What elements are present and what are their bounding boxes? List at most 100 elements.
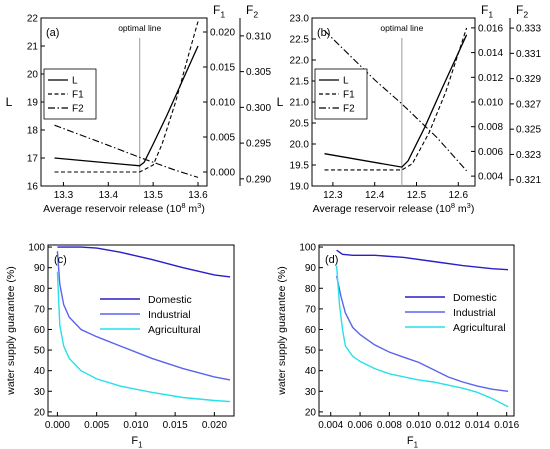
panel-d-x-tick-label: 0.004 [318,420,343,431]
panel-a-f1-tick-label: 0.000 [210,168,235,179]
panel-a-f1-tick-label: 0.005 [210,133,235,144]
panel-d-x-tick-label: 0.008 [377,420,402,431]
panel-c-series-agricultural [56,271,231,403]
panel-d-x-tick-label: 0.006 [348,420,373,431]
panel-d-y-tick-label: 100 [299,243,316,254]
panel-a-left-tick-label: 21 [27,42,39,53]
panel-b-panel-label: (b) [317,27,330,39]
panel-b-f1-tick-label: 0.004 [478,172,503,183]
panel-d-plot-frame [318,244,515,417]
panel-c-y-tick-label: 60 [34,325,46,336]
panel-a-f2-tick-label: 0.310 [246,31,271,42]
panel-a-panel-label: (a) [46,27,59,39]
panel-c-y-tick-label: 40 [34,366,46,377]
panel-b-left-tick-label: 23.0 [290,14,310,25]
panel-c-x-tick-label: 0.015 [163,420,188,431]
panel-b-left-tick-label: 19.5 [290,161,310,172]
panel-d-series-domestic [336,249,509,271]
panel-d-panel-label: (d) [325,254,338,266]
panel-b-left-tick-label: 20.0 [290,140,310,151]
panel-a-legend-box [43,68,97,120]
panel-b-left-axis-label: L [277,95,284,109]
panel-c-y-tick-label: 20 [34,407,46,418]
panel-a-left-tick-label: 17 [27,154,39,165]
panel-c-series-industrial [56,251,231,381]
panel-b-f2-tick-label: 0.331 [516,49,541,60]
panel-d-x-axis-label: F1 [407,435,419,449]
panel-d-y-tick-label: 80 [305,284,317,295]
panel-c-x-tick-label: 0.000 [45,420,70,431]
panel-b-x-axis-label: Average reservoir release (108 m3) [313,201,475,215]
panel-d-chart: 0.004 0.006 0.008 0.010 0.012 0.014 0.016 F1 20 3… [276,243,520,449]
panel-b-x-tick-label: 12.4 [365,190,385,201]
panel-d-x-tick-label: 0.014 [465,420,490,431]
panel-d-y-tick-label: 90 [305,263,317,274]
panel-b-f2-tick-label: 0.333 [516,24,541,35]
panel-c-legend-label: Agricultural [148,324,201,336]
panel-b-f2-tick-label: 0.321 [516,175,541,186]
panel-c-x-tick-label: 0.005 [84,420,109,431]
panel-b-optimal-line-label: optimal line [380,23,423,33]
panel-a-f2-tick-label: 0.300 [246,103,271,114]
panel-a-legend-label: F1 [72,90,84,101]
panel-a-f1-tick-label: 0.015 [210,63,235,74]
panel-d-legend-label: Agricultural [453,322,506,334]
panel-c-plot-frame [47,244,235,417]
panel-a-f2-axis-label: F2 [246,3,258,20]
panel-b-f1-axis-label: F1 [481,3,493,20]
panel-c-legend-label: Industrial [148,309,191,321]
panel-b-f1-tick-label: 0.006 [478,147,503,158]
panel-d-y-tick-label: 70 [305,304,317,315]
panel-a-x-tick-label: 13.6 [188,190,208,201]
panel-c-y-tick-label: 90 [34,263,46,274]
panel-d-x-tick-label: 0.010 [406,420,431,431]
panel-b-f2-tick-label: 0.329 [516,74,541,85]
panel-c-x-axis-label: F1 [131,435,143,449]
panel-b-legend-box [314,68,368,120]
panel-d-y-tick-label: 30 [305,387,317,398]
panel-a-legend-label: F2 [72,104,84,115]
panel-c-legend-label: Domestic [148,294,192,306]
panel-d-series-agricultural [335,265,509,408]
panel-c-y-tick-label: 50 [34,346,46,357]
panel-d-x-tick-label: 0.016 [494,420,519,431]
panel-a-f2-tick-label: 0.290 [246,174,271,185]
panel-b-left-tick-label: 20.5 [290,119,310,130]
panel-a-f2-tick-label: 0.295 [246,139,271,150]
panel-a-left-tick-label: 16 [27,182,39,193]
panel-d-y-tick-label: 20 [305,407,317,418]
panel-c-x-tick-label: 0.010 [123,420,148,431]
panel-d-y-tick-label: 40 [305,366,317,377]
panel-c-y-axis-label: water supply guarantee (%) [5,266,17,395]
panel-a-series-f2 [54,124,199,178]
panel-a-left-tick-label: 19 [27,98,39,109]
panel-b-x-tick-label: 12.3 [323,190,343,201]
panel-b-series-f1 [324,27,468,171]
panel-c-panel-label: (c) [54,254,67,266]
panel-b-series-l [324,34,468,168]
panel-c-y-tick-label: 30 [34,387,46,398]
panel-d-series-industrial [335,275,509,392]
panel-a-optimal-line-label: optimal line [118,23,161,33]
panel-b-f2-tick-label: 0.325 [516,125,541,136]
panel-a-x-axis-label: Average reservoir release (108 m3) [43,201,205,215]
panel-b-series-f2 [324,30,468,172]
panel-a-f1-tick-label: 0.020 [210,28,235,39]
panel-b-x-tick-label: 12.6 [449,190,469,201]
panel-b-f1-tick-label: 0.014 [478,48,503,59]
panel-a-left-tick-label: 18 [27,126,39,137]
panel-a-series-f1 [54,21,199,173]
panel-b-f1-tick-label: 0.010 [478,98,503,109]
panel-b-f1-tick-label: 0.008 [478,122,503,133]
panel-a-series-l [54,45,199,167]
panel-b-f2-tick-label: 0.327 [516,99,541,110]
panel-b-left-tick-label: 22.5 [290,35,310,46]
panel-a-f2-tick-label: 0.305 [246,67,271,78]
panel-d-y-tick-label: 60 [305,325,317,336]
panel-b-x-tick-label: 12.5 [407,190,427,201]
panel-a-legend-label: L [72,76,78,87]
panel-b-f1-tick-label: 0.012 [478,73,503,84]
